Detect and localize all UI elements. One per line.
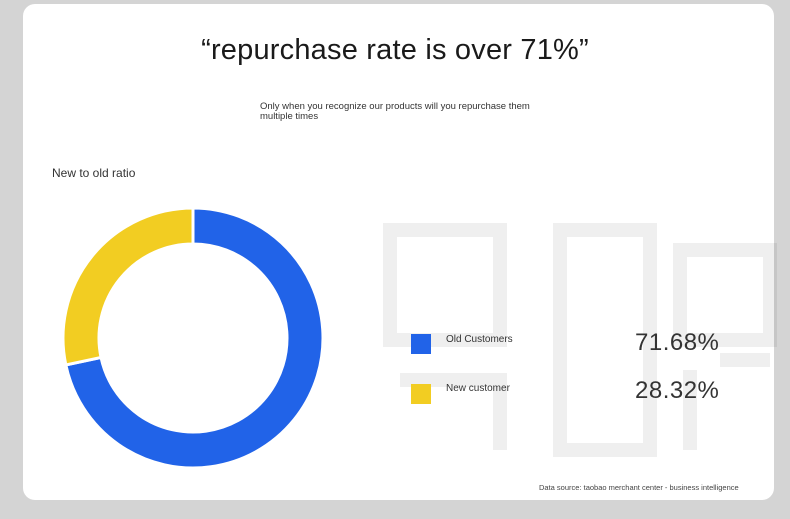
legend-label-new: New customer xyxy=(446,383,510,394)
page-title: “repurchase rate is over 71%” xyxy=(201,34,589,66)
legend-value-new: 28.32% xyxy=(635,377,720,404)
legend-label-old: Old Customers xyxy=(446,334,513,345)
donut-slice-old xyxy=(64,207,324,469)
donut-chart xyxy=(62,207,324,469)
donut-slice-new xyxy=(62,207,195,367)
legend-swatch-old xyxy=(411,334,431,354)
legend-value-old: 71.68% xyxy=(635,329,720,356)
page-subtitle: Only when you recognize our products wil… xyxy=(260,101,530,122)
data-source-note: Data source: taobao merchant center - bu… xyxy=(539,483,739,492)
chart-title: New to old ratio xyxy=(52,166,136,180)
legend-swatch-new xyxy=(411,384,431,404)
